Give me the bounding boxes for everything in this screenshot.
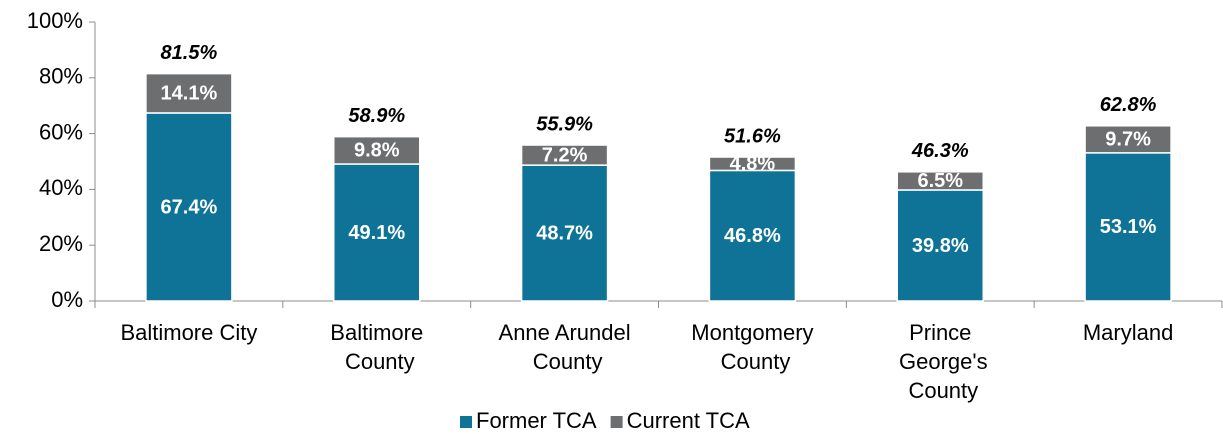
total-label: 81.5% (161, 42, 218, 64)
legend-label: Former TCA (476, 408, 597, 433)
segment-label: 9.8% (354, 140, 400, 162)
bar-segment (708, 156, 797, 172)
y-tick-label: 60% (39, 119, 83, 144)
x-tick-label-line: County (715, 349, 791, 374)
segment-label: 53.1% (1100, 216, 1157, 238)
legend-swatch (460, 416, 472, 428)
total-label: 46.3% (911, 140, 969, 162)
x-tick-label-line: Prince (909, 320, 971, 345)
segment-label: 46.8% (724, 225, 781, 247)
total-label: 51.6% (724, 125, 781, 147)
bar-segment (1084, 125, 1172, 154)
x-tick-label: Prince George's County (893, 320, 988, 403)
legend-label: Current TCA (627, 408, 750, 433)
segment-label: 6.5% (917, 170, 963, 192)
total-label: 62.8% (1100, 94, 1157, 116)
segment-label: 67.4% (161, 196, 218, 218)
bar-segment (145, 72, 233, 114)
x-tick-label-line: County (527, 349, 603, 374)
bar-segment (333, 163, 421, 302)
x-tick-label: Baltimore County (330, 320, 423, 374)
x-tick-label-line: Anne Arundel (499, 320, 631, 345)
x-tick-label-line: Baltimore City (120, 320, 257, 345)
x-tick-label-line: Baltimore (330, 320, 423, 345)
y-tick-label: 100% (27, 8, 83, 33)
x-tick-label-line: County (902, 378, 978, 403)
x-tick-label-line: George's (893, 349, 988, 374)
y-tick-label: 20% (39, 231, 83, 256)
x-tick-label-line: Montgomery (691, 320, 813, 345)
segment-label: 39.8% (912, 235, 969, 257)
total-label: 55.9% (536, 113, 593, 135)
x-tick-label: Anne Arundel County (499, 320, 631, 374)
segment-label: 9.7% (1105, 129, 1151, 151)
bar-segment (1084, 152, 1172, 302)
x-tick-label: Montgomery County (691, 320, 813, 374)
segment-label: 48.7% (536, 222, 593, 244)
bar-segment (520, 144, 609, 166)
bar-segment (145, 112, 233, 302)
y-tick-label: 0% (51, 287, 83, 312)
segment-label: 4.8% (730, 153, 776, 175)
y-tick-label: 40% (39, 175, 83, 200)
y-tick-label: 80% (39, 64, 83, 89)
x-tick-label-line: County (339, 349, 415, 374)
segment-label: 49.1% (348, 222, 405, 244)
legend-swatch (610, 416, 623, 428)
segment-label: 7.2% (542, 144, 588, 166)
segment-label: 14.1% (161, 83, 218, 105)
total-label: 58.9% (348, 105, 405, 127)
bar-segment (896, 171, 984, 191)
x-tick-label: Baltimore City (120, 320, 257, 345)
x-tick-label: Maryland (1083, 320, 1173, 345)
x-tick-label-line: Maryland (1083, 320, 1173, 345)
bar-segment (520, 164, 609, 302)
bar-segment (708, 169, 797, 302)
bar-segment (333, 135, 421, 165)
bar-segment (896, 189, 984, 302)
